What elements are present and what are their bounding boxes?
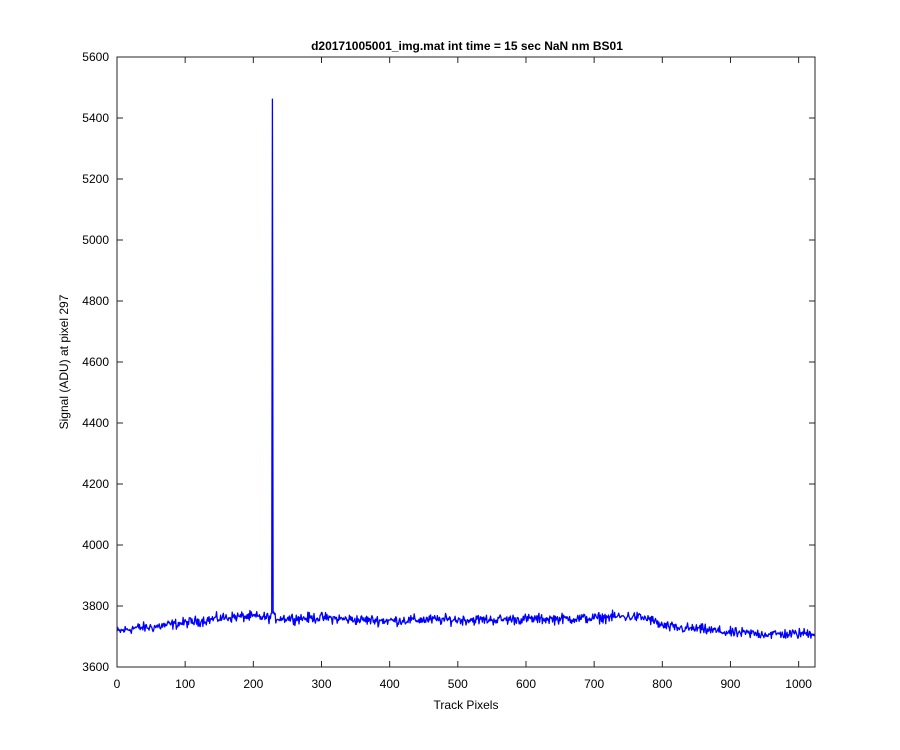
x-tick-label: 900: [720, 677, 740, 691]
x-axis-label: Track Pixels: [434, 698, 499, 712]
chart-title: d20171005001_img.mat int time = 15 sec N…: [311, 39, 623, 53]
x-tick-label: 600: [516, 677, 536, 691]
y-tick-label: 4800: [82, 294, 109, 308]
x-tick-label: 800: [652, 677, 672, 691]
series-line: [116, 98, 816, 640]
y-tick-label: 4600: [82, 355, 109, 369]
y-tick-label: 5200: [82, 172, 109, 186]
y-tick-label: 5600: [82, 50, 109, 64]
x-tick-label: 100: [175, 677, 195, 691]
x-tick-label: 200: [243, 677, 263, 691]
series-group: [116, 98, 816, 640]
x-tick-label: 300: [311, 677, 331, 691]
y-axis: 3600 3800 4000 4200 4400 4600 4800 5000 5200 5400…: [82, 50, 815, 674]
y-tick-label: 4000: [82, 538, 109, 552]
y-tick-label: 3800: [82, 599, 109, 613]
x-tick-label: 1000: [785, 677, 812, 691]
x-tick-label: 700: [584, 677, 604, 691]
y-tick-label: 3600: [82, 660, 109, 674]
x-axis: 0 100 200 300 400 500 600 700 800 900 1000: [114, 57, 812, 691]
x-tick-label: 0: [114, 677, 121, 691]
y-tick-label: 5400: [82, 111, 109, 125]
y-tick-label: 5000: [82, 233, 109, 247]
plot-area: [117, 57, 815, 667]
y-axis-label: Signal (ADU) at pixel 297: [57, 294, 71, 429]
x-tick-label: 500: [448, 677, 468, 691]
x-tick-label: 400: [380, 677, 400, 691]
y-tick-label: 4400: [82, 416, 109, 430]
y-tick-label: 4200: [82, 477, 109, 491]
